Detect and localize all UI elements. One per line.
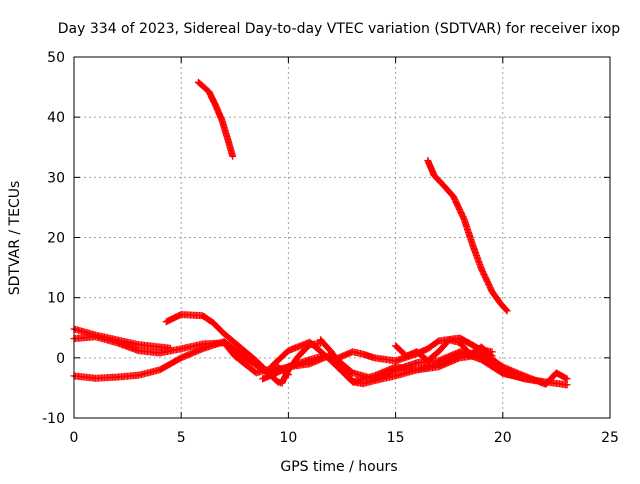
- data-point-markers: [194, 78, 237, 160]
- series-track-7: [317, 336, 571, 388]
- series-track-9: [392, 336, 496, 365]
- y-tick-label: 10: [47, 291, 65, 307]
- x-axis-label: GPS time / hours: [280, 459, 397, 475]
- y-tick-label: 20: [47, 231, 65, 247]
- data-point-markers: [392, 336, 496, 365]
- x-tick-label: 25: [601, 430, 619, 446]
- x-tick-label: 0: [70, 430, 79, 446]
- series-track-10: [194, 78, 237, 160]
- x-tick-label: 10: [279, 430, 297, 446]
- y-tick-label: 30: [47, 170, 65, 186]
- series-track-11: [424, 157, 511, 315]
- y-tick-label: 40: [47, 110, 65, 126]
- data-series: [70, 78, 571, 389]
- x-tick-label: 5: [177, 430, 186, 446]
- y-axis-label: SDTVAR / TECUs: [7, 181, 23, 296]
- y-tick-label: 0: [56, 351, 65, 367]
- axis-ticks: 0 5 10 15 20 25 -10 0 10 20 30 40 50: [42, 50, 619, 446]
- series-track-8: [327, 334, 496, 365]
- data-point-markers: [317, 336, 571, 388]
- data-point-markers: [327, 334, 496, 365]
- y-tick-label: 50: [47, 50, 65, 66]
- y-tick-label: -10: [42, 411, 65, 427]
- chart-title: Day 334 of 2023, Sidereal Day-to-day VTE…: [58, 21, 621, 37]
- data-point-markers: [424, 157, 511, 315]
- x-tick-label: 15: [387, 430, 405, 446]
- grid: [74, 57, 610, 418]
- x-tick-label: 20: [494, 430, 512, 446]
